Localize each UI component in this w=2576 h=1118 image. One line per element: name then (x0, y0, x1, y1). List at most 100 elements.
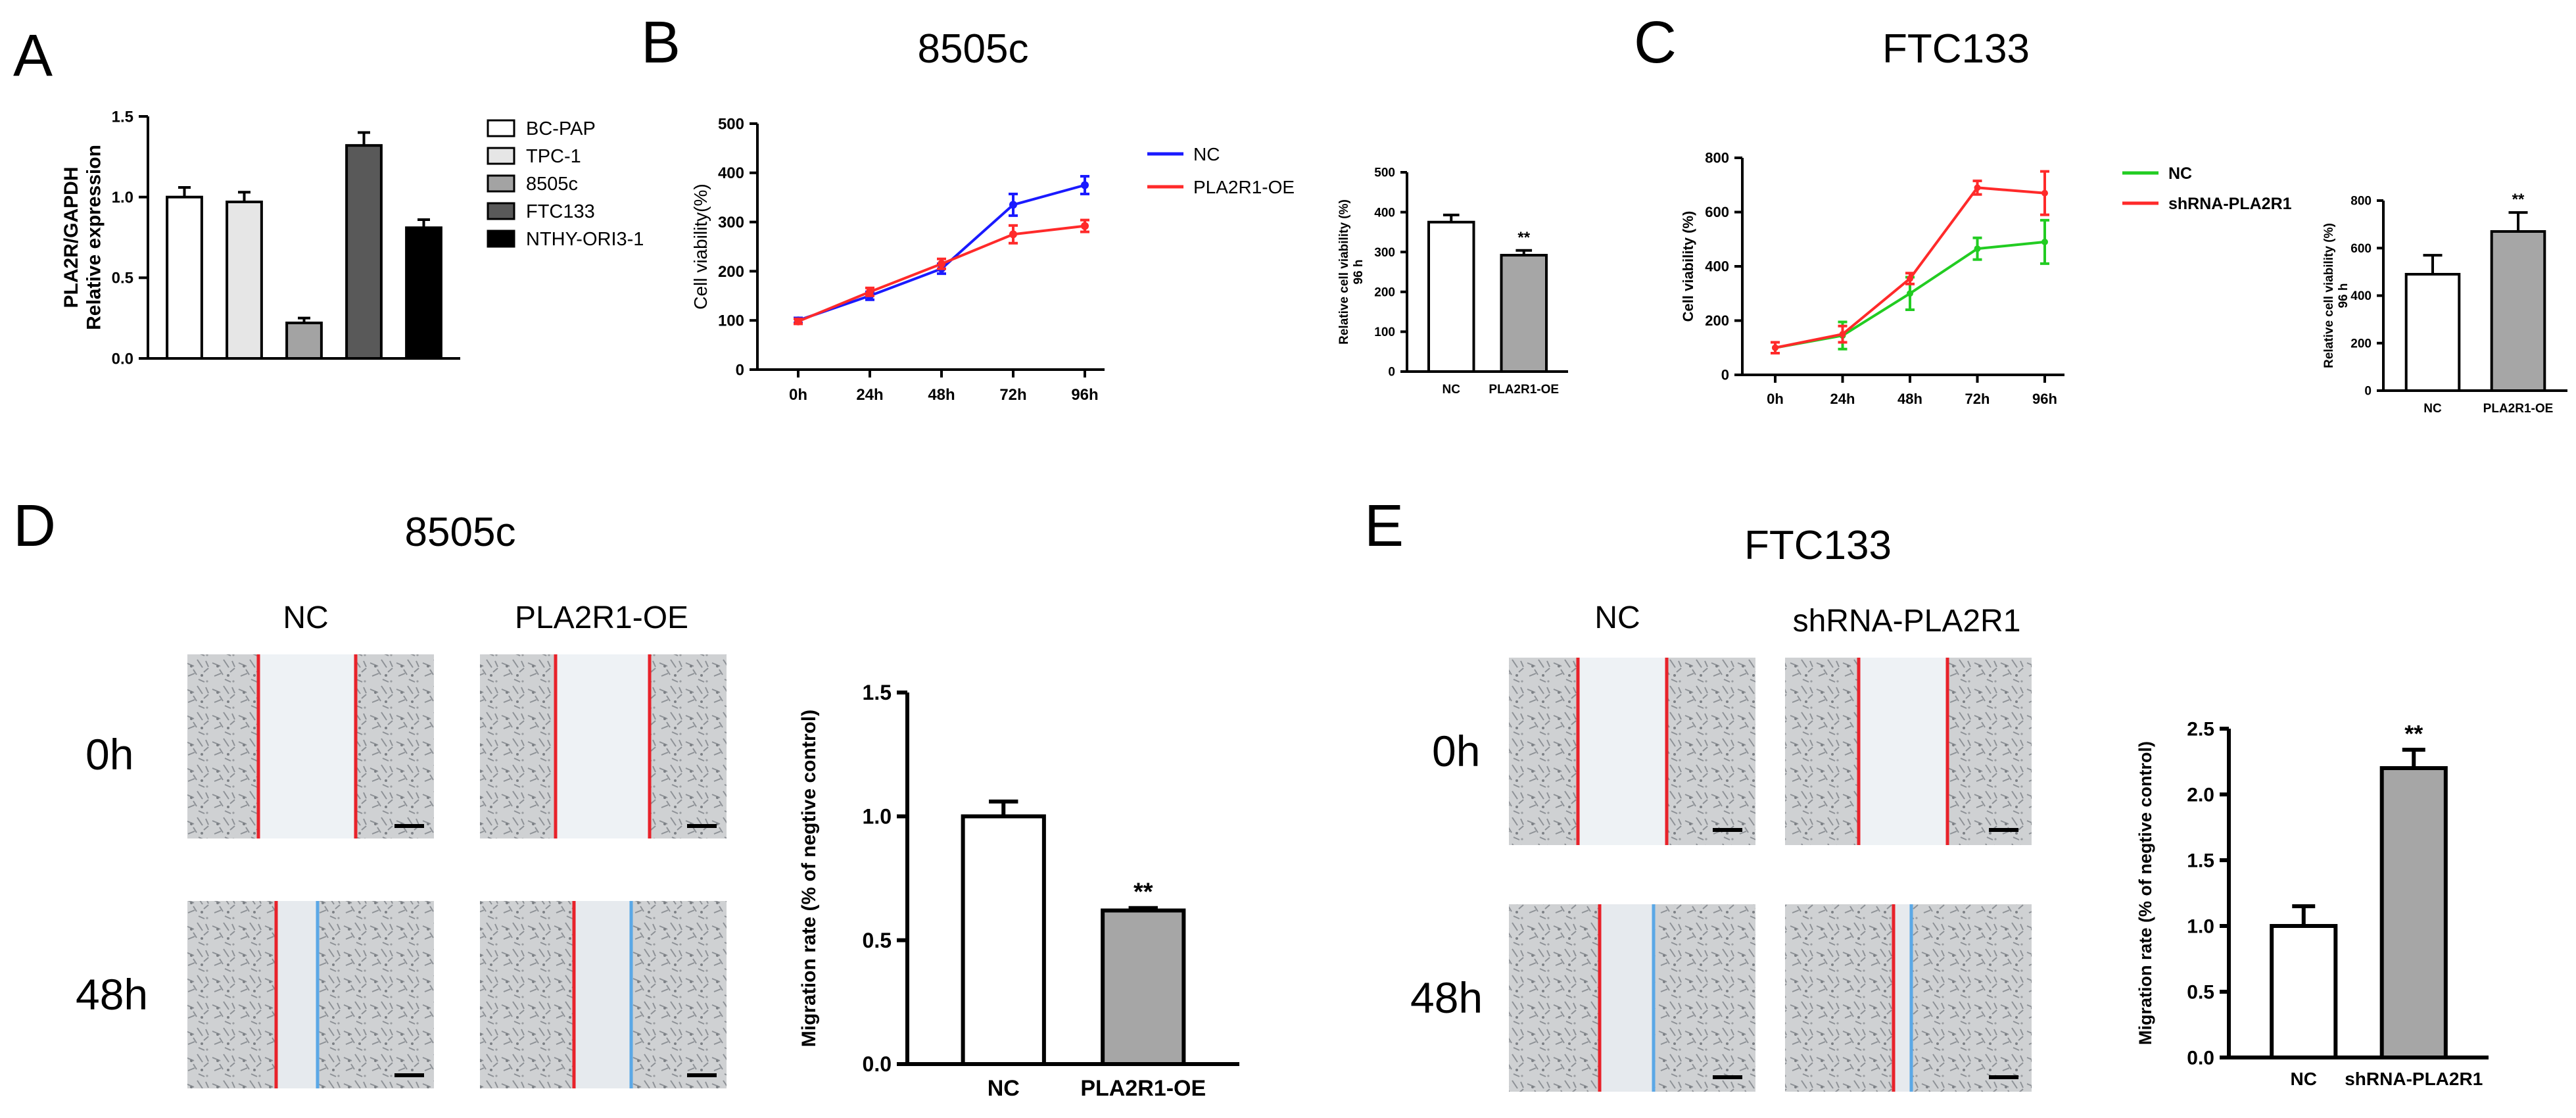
legend-label-PLA2R1-OE: PLA2R1-OE (1193, 177, 1295, 197)
legend-label-8505c: 8505c (526, 174, 578, 195)
bar-shRNA-PLA2R1 (2379, 766, 2448, 1059)
y-tick-label: 0.5 (863, 929, 892, 952)
panel-letter-b: B (641, 10, 680, 76)
data-point-shRNA-PLA2R1 (1839, 331, 1846, 338)
legend-label-FTC133: FTC133 (526, 201, 595, 222)
x-tick-label: 48h (1897, 391, 1922, 407)
y-tick-label: 200 (1705, 312, 1729, 329)
x-tick-label: 72h (999, 386, 1026, 404)
micro-e-nc-0h (1509, 658, 1755, 845)
bar-NC (2270, 924, 2338, 1059)
x-tick-label: 24h (1830, 391, 1855, 407)
panel-letter-d: D (13, 493, 56, 559)
x-tick-label: 48h (928, 386, 955, 404)
y-tick-label: 0 (1388, 366, 1395, 379)
panel-e-migration-bar-chart: 0.0 0.5 1.0 1.5 2.0 2.5 NC shRNA-PLA2R1 ** Migrat… (2135, 719, 2489, 1089)
y-tick-label: 1.0 (863, 805, 892, 829)
legend-label-BC-PAP: BC-PAP (526, 118, 596, 139)
y-tick-label: 0.5 (2187, 982, 2214, 1004)
bar-FTC133 (345, 144, 383, 360)
x-tick-label: 72h (1965, 391, 1990, 407)
y-axis-label: Cell viability(%) (690, 183, 711, 309)
micro-d-col-oe: PLA2R1-OE (515, 600, 688, 635)
y-tick-label: 1.0 (112, 189, 133, 207)
y-axis-label: Migration rate (% of negtive control) (2135, 741, 2155, 1045)
x-tick-label: PLA2R1-OE (2483, 402, 2554, 416)
legend-label-NC: NC (2168, 164, 2192, 183)
y-tick-label: 0.0 (863, 1052, 892, 1076)
y-tick-label: 200 (1374, 285, 1395, 299)
y-tick-label: 100 (718, 312, 744, 330)
bar-NC (2404, 272, 2461, 392)
panel-d-micrographs: NC PLA2R1-OE 0h 48h (76, 600, 727, 1088)
micro-e-sh-0h (1785, 658, 2032, 845)
data-point-shRNA-PLA2R1 (1772, 344, 1778, 351)
data-point-NC (1974, 245, 1981, 253)
legend-label-TPC-1: TPC-1 (526, 146, 581, 167)
bar-PLA2R1-OE (1500, 254, 1548, 373)
significance-marker: ** (2512, 191, 2525, 208)
panel-c-viability-line-chart: 0 200 400 600 800 0h 24h 48h 72h 96h Cell viabilit… (1680, 150, 2292, 407)
panel-c-title: FTC133 (1882, 26, 2030, 72)
data-point-shRNA-PLA2R1 (2041, 189, 2048, 197)
data-point-shRNA-PLA2R1 (1974, 184, 1981, 191)
y-tick-label: 0 (2364, 385, 2372, 399)
y-tick-label: 1.5 (2187, 850, 2214, 872)
bar-PLA2R1-OE (2490, 230, 2546, 392)
legend-label-NC: NC (1193, 144, 1220, 164)
legend-swatch-8505c (487, 174, 515, 193)
micro-d-row-48h: 48h (76, 970, 148, 1019)
series-line-shRNA-PLA2R1 (1775, 186, 2045, 349)
y-axis-label: Cell viability (%) (1680, 211, 1696, 322)
bar-NTHY-ORI3-1 (405, 226, 442, 360)
micro-e-col-nc: NC (1594, 600, 1640, 635)
panel-letter-e: E (1364, 493, 1404, 559)
significance-marker: ** (2404, 720, 2423, 747)
series-line-NC (798, 183, 1085, 322)
panel-c-viability-96h-bar-chart: 0 200 400 600 800 NC PLA2R1-OE ** Relative cell … (2322, 191, 2567, 416)
y-axis-label: 96 h (2337, 283, 2350, 308)
y-tick-label: 1.5 (863, 681, 892, 704)
micro-d-oe-48h (480, 901, 727, 1088)
micro-d-col-nc: NC (283, 600, 328, 635)
legend-label-NTHY-ORI3-1: NTHY-ORI3-1 (526, 229, 644, 250)
bar-NC (1427, 220, 1475, 373)
x-tick-label: NC (2291, 1069, 2317, 1089)
panel-d-migration-bar-chart: 0.0 0.5 1.0 1.5 NC PLA2R1-OE ** Migration rate … (798, 681, 1239, 1101)
significance-marker: ** (1517, 229, 1530, 247)
panel-b-title: 8505c (918, 26, 1029, 72)
micro-d-nc-0h (187, 654, 434, 838)
y-tick-label: 400 (718, 164, 744, 182)
significance-marker: ** (1133, 879, 1153, 906)
y-tick-label: 400 (2350, 289, 2372, 303)
y-axis-label: Migration rate (% of negtive control) (798, 710, 820, 1047)
y-tick-label: 800 (2350, 195, 2372, 208)
x-tick-label: shRNA-PLA2R1 (2345, 1069, 2483, 1089)
x-tick-label: 24h (856, 386, 883, 404)
y-tick-label: 100 (1374, 326, 1395, 339)
x-tick-label: PLA2R1-OE (1489, 383, 1559, 397)
micro-d-row-0h: 0h (85, 730, 133, 779)
y-tick-label: 300 (1374, 246, 1395, 260)
y-axis-label: 96 h (1352, 259, 1366, 284)
y-axis-label: Relative cell viability (%) (2322, 223, 2336, 368)
data-point-PLA2R1-OE (866, 287, 874, 296)
panel-b-viability-line-chart: 0 100 200 300 400 500 0h 24h 48h 72h 96h Cell viabi… (690, 115, 1295, 404)
legend-swatch-TPC-1 (487, 147, 515, 165)
y-tick-label: 800 (1705, 150, 1729, 166)
y-tick-label: 0 (1721, 367, 1729, 383)
bar-TPC-1 (226, 201, 263, 360)
legend-swatch-NTHY-ORI3-1 (487, 230, 515, 248)
micro-d-oe-0h (480, 654, 727, 838)
y-tick-label: 2.5 (2187, 719, 2214, 741)
data-point-PLA2R1-OE (1081, 222, 1089, 230)
micro-e-col-sh: shRNA-PLA2R1 (1793, 604, 2021, 639)
data-point-shRNA-PLA2R1 (1907, 275, 1913, 282)
panel-d-title: 8505c (405, 510, 516, 555)
panel-letter-c: C (1634, 10, 1677, 76)
data-point-NC (1081, 181, 1089, 189)
bar-BC-PAP (166, 195, 203, 360)
y-tick-label: 500 (1374, 166, 1395, 180)
panel-e-micrographs: NC shRNA-PLA2R1 0h 48h (1410, 600, 2032, 1092)
y-tick-label: 200 (2350, 337, 2372, 351)
